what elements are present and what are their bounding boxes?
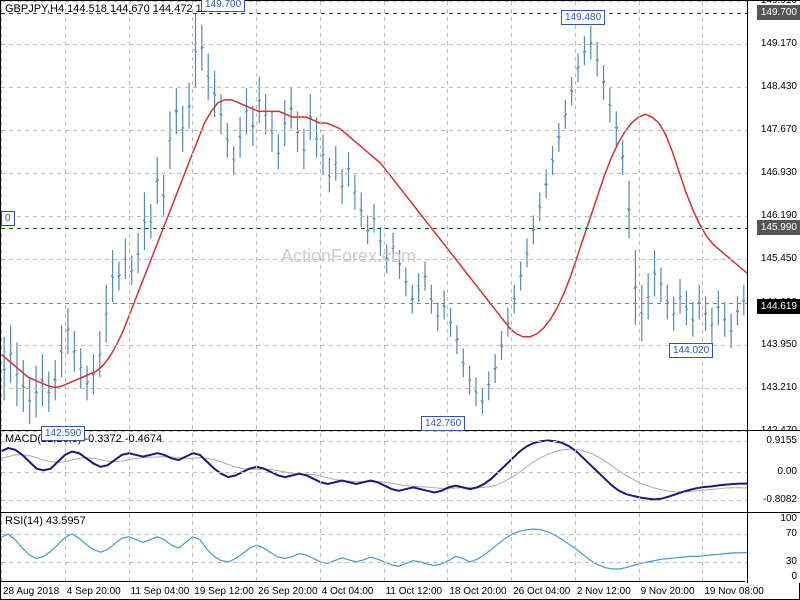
chart-container: GBPJPY,H4 144.518 144.670 144.472 144.61… [0, 0, 800, 600]
watermark: ActionForex.com [281, 246, 416, 267]
macd-y-axis: 0.91550.00-0.8082 [747, 431, 800, 512]
macd-panel: MACD(12,26,9) -0.3372 -0.4674 0.91550.00… [1, 431, 800, 513]
rsi-y-axis: 10070300 [747, 513, 800, 583]
rsi-panel: RSI(14) 43.5957 10070300 [1, 513, 800, 583]
rsi-title: RSI(14) 43.5957 [5, 515, 86, 527]
x-axis: 28 Aug 20184 Sep 20:0011 Sep 04:0019 Sep… [1, 581, 745, 599]
price-panel: GBPJPY,H4 144.518 144.670 144.472 144.61… [1, 1, 800, 431]
price-y-axis: 142.470143.210143.950144.690145.450146.1… [747, 1, 800, 430]
rsi-plot [1, 513, 747, 583]
